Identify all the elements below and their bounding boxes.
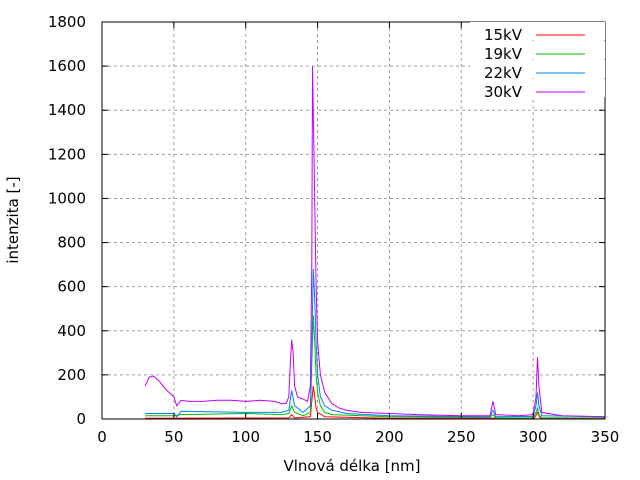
x-tick-label: 150	[303, 428, 332, 446]
y-tick-label: 400	[57, 322, 86, 340]
legend-label: 30kV	[484, 83, 523, 101]
series-line-15kV	[145, 385, 606, 420]
x-tick-label: 200	[375, 428, 404, 446]
y-tick-label: 800	[57, 234, 86, 252]
x-axis-label: Vlnová délka [nm]	[283, 457, 420, 475]
y-tick-label: 1600	[48, 57, 86, 75]
y-tick-label: 1200	[48, 145, 86, 163]
x-tick-label: 350	[591, 428, 620, 446]
y-tick-label: 0	[76, 410, 86, 428]
y-tick-label: 1800	[48, 13, 86, 31]
x-tick-label: 50	[164, 428, 183, 446]
y-tick-label: 1000	[48, 189, 86, 207]
y-tick-label: 600	[57, 278, 86, 296]
legend-label: 22kV	[484, 64, 523, 82]
y-tick-label: 200	[57, 366, 86, 384]
series-line-19kV	[145, 315, 606, 419]
legend-label: 19kV	[484, 45, 523, 63]
series-line-30kV	[144, 66, 606, 418]
x-tick-label: 250	[447, 428, 476, 446]
axis-ticks: 0 50 100 150 200 250 300 350 0 200 400 600 800 1000 12…	[48, 13, 620, 446]
x-tick-label: 0	[97, 428, 107, 446]
legend-label: 15kV	[484, 26, 523, 44]
plot-frame	[101, 21, 606, 420]
x-tick-label: 300	[519, 428, 548, 446]
x-tick-label: 100	[231, 428, 260, 446]
y-tick-label: 1400	[48, 101, 86, 119]
y-axis-label: intenzita [-]	[4, 176, 22, 263]
